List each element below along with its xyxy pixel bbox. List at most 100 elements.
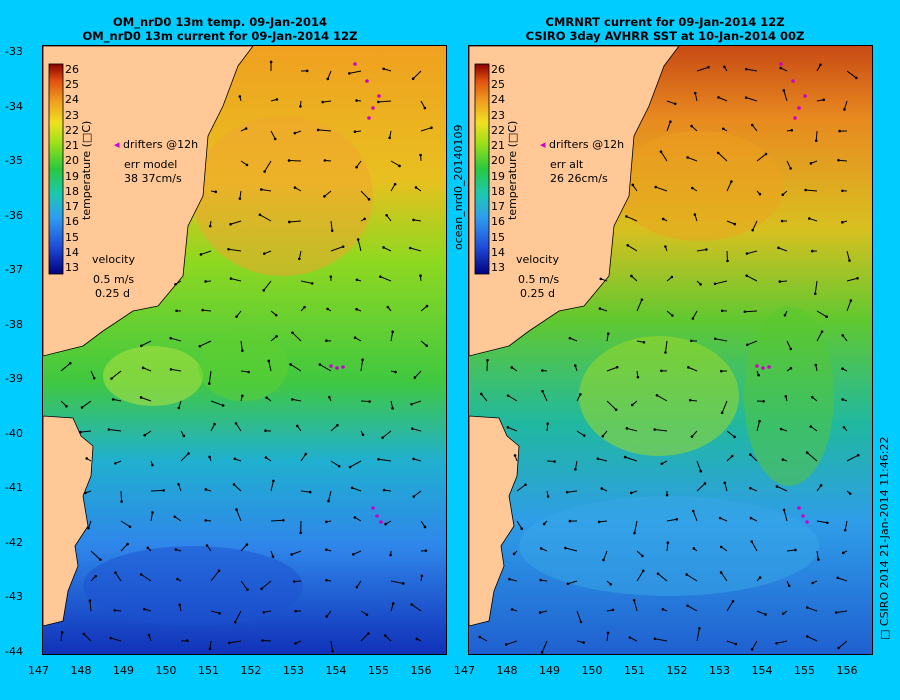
current-arrow bbox=[746, 275, 758, 282]
arrow-head bbox=[419, 274, 422, 278]
lat-tick-label: -33 bbox=[5, 45, 23, 58]
arrow-head bbox=[262, 252, 266, 255]
colorbar-tick-label: 25 bbox=[65, 78, 79, 92]
drifter-marker bbox=[365, 79, 369, 83]
arrow-head bbox=[642, 341, 646, 344]
current-arrow bbox=[696, 628, 700, 642]
arrow-head bbox=[348, 72, 351, 75]
arrow-head bbox=[291, 331, 294, 334]
colorbar-tick-label: 13 bbox=[65, 261, 79, 274]
current-arrow bbox=[815, 130, 818, 141]
arrow-head bbox=[290, 553, 293, 556]
current-arrow bbox=[726, 181, 732, 192]
arrow-head bbox=[229, 222, 232, 226]
arrow-head bbox=[762, 399, 765, 403]
arrow-head bbox=[208, 224, 212, 228]
current-arrow bbox=[606, 632, 609, 642]
current-arrows bbox=[60, 60, 433, 653]
lat-tick-label: -38 bbox=[5, 317, 23, 331]
current-arrow bbox=[844, 520, 848, 531]
current-arrow bbox=[353, 550, 362, 555]
current-arrow bbox=[657, 573, 668, 582]
arrow-head bbox=[564, 546, 567, 550]
arrow-head bbox=[361, 433, 365, 437]
arrow-head bbox=[199, 253, 203, 256]
arrow-head bbox=[751, 228, 754, 232]
current-arrow bbox=[390, 183, 396, 192]
current-arrow bbox=[717, 152, 728, 162]
current-arrow bbox=[721, 400, 728, 413]
arrow-head bbox=[630, 403, 634, 407]
arrow-head bbox=[391, 602, 395, 605]
arrow-head bbox=[479, 392, 483, 396]
lat-tick-label: -41 bbox=[5, 481, 23, 495]
arrow-head bbox=[733, 435, 736, 439]
arrow-head bbox=[825, 315, 828, 318]
arrow-head bbox=[430, 126, 433, 130]
arrow-head bbox=[841, 334, 845, 337]
arrow-head bbox=[401, 582, 405, 585]
current-arrow bbox=[290, 364, 302, 372]
colorbar-tick-label: 25 bbox=[491, 78, 505, 92]
arrow-head bbox=[686, 604, 689, 607]
arrow-head bbox=[486, 358, 489, 362]
right-panel-title: CMRNRT current for 09-Jan-2014 12Z CSIRO… bbox=[455, 15, 875, 43]
current-arrow bbox=[507, 426, 518, 432]
arrow-head bbox=[218, 611, 221, 615]
arrow-head bbox=[512, 552, 516, 556]
current-arrow bbox=[786, 160, 792, 169]
arrow-head bbox=[182, 434, 186, 438]
current-arrow bbox=[330, 220, 333, 231]
current-arrow bbox=[289, 159, 302, 162]
arrow-head bbox=[355, 307, 358, 311]
arrow-head bbox=[214, 190, 218, 194]
colorbar-tick-label: 16 bbox=[491, 215, 505, 229]
current-arrow bbox=[330, 424, 338, 432]
colorbar-tick-label: 18 bbox=[65, 184, 79, 198]
current-arrow bbox=[300, 490, 311, 493]
right-drifter-legend: ◂ drifters @12h bbox=[540, 138, 624, 151]
arrow-head bbox=[568, 519, 572, 523]
current-arrow bbox=[838, 640, 848, 649]
arrow-head bbox=[298, 257, 301, 261]
arrow-head bbox=[411, 427, 414, 430]
arrow-head bbox=[272, 479, 275, 483]
arrow-head bbox=[245, 163, 249, 167]
current-arrow bbox=[846, 250, 850, 261]
arrow-head bbox=[723, 65, 726, 69]
current-arrow bbox=[746, 250, 758, 255]
arrow-head bbox=[294, 609, 298, 613]
colorbar-tick-label: 23 bbox=[491, 108, 505, 122]
current-arrow bbox=[210, 610, 220, 614]
current-arrow bbox=[81, 400, 92, 408]
arrow-head bbox=[92, 376, 96, 380]
current-arrow bbox=[751, 541, 758, 552]
arrow-head bbox=[848, 492, 852, 495]
arrow-head bbox=[513, 454, 517, 457]
arrow-head bbox=[841, 189, 844, 193]
arrow-head bbox=[733, 222, 737, 226]
arrow-head bbox=[730, 454, 734, 458]
left-velocity-speed: 0.5 m/s bbox=[93, 273, 135, 286]
current-arrow bbox=[150, 489, 164, 492]
arrow-head bbox=[606, 332, 610, 335]
arrow-head bbox=[686, 156, 689, 159]
current-arrow bbox=[836, 610, 848, 614]
arrow-head bbox=[758, 419, 761, 423]
arrow-head bbox=[355, 99, 358, 102]
arrow-head bbox=[750, 540, 754, 543]
arrow-head bbox=[675, 517, 679, 521]
current-arrow bbox=[814, 280, 818, 294]
arrow-head bbox=[685, 573, 689, 576]
current-arrow bbox=[846, 70, 857, 79]
arrow-head bbox=[720, 309, 724, 313]
arrow-head bbox=[719, 369, 723, 373]
colorbar-tick-label: 23 bbox=[65, 108, 79, 122]
lon-tick-label: 148 bbox=[70, 664, 92, 677]
drifter-marker bbox=[341, 365, 345, 369]
arrow-head bbox=[423, 106, 427, 110]
arrow-head bbox=[748, 453, 752, 456]
arrow-head bbox=[597, 520, 601, 524]
arrow-head bbox=[289, 363, 292, 366]
current-arrow bbox=[696, 66, 709, 72]
